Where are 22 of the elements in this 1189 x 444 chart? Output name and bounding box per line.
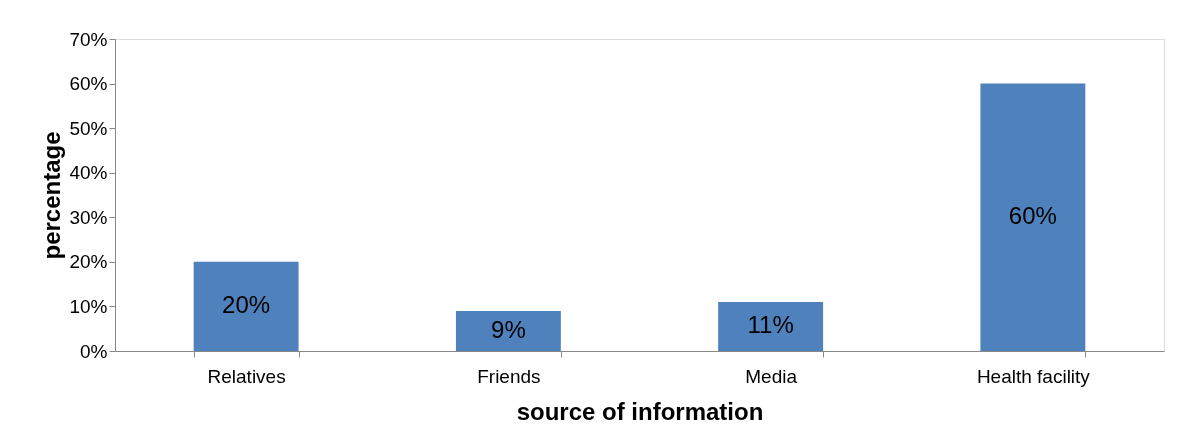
x-tick-label: Friends xyxy=(477,365,541,387)
data-label: 11% xyxy=(747,311,794,339)
bar xyxy=(455,310,561,351)
y-tick-label: 30% xyxy=(69,206,108,228)
y-axis-title: percentage xyxy=(38,131,66,260)
data-label: 60% xyxy=(1008,202,1057,230)
x-tick-label: Media xyxy=(745,365,798,387)
data-label: 9% xyxy=(491,315,526,343)
x-axis-title: source of information xyxy=(516,397,764,425)
y-tick-label: 20% xyxy=(69,251,108,273)
bar xyxy=(980,83,1086,351)
bar xyxy=(718,301,824,351)
bar xyxy=(193,261,299,351)
data-label: 20% xyxy=(222,291,271,319)
y-tick-label: 50% xyxy=(69,117,108,139)
y-tick-label: 70% xyxy=(69,28,108,50)
y-tick-label: 0% xyxy=(80,340,108,362)
y-tick-label: 60% xyxy=(69,73,108,95)
x-tick-label: Relatives xyxy=(207,365,286,387)
x-tick-label: Health facility xyxy=(976,365,1091,387)
y-tick-label: 10% xyxy=(69,295,108,317)
y-tick-label: 40% xyxy=(69,162,108,184)
